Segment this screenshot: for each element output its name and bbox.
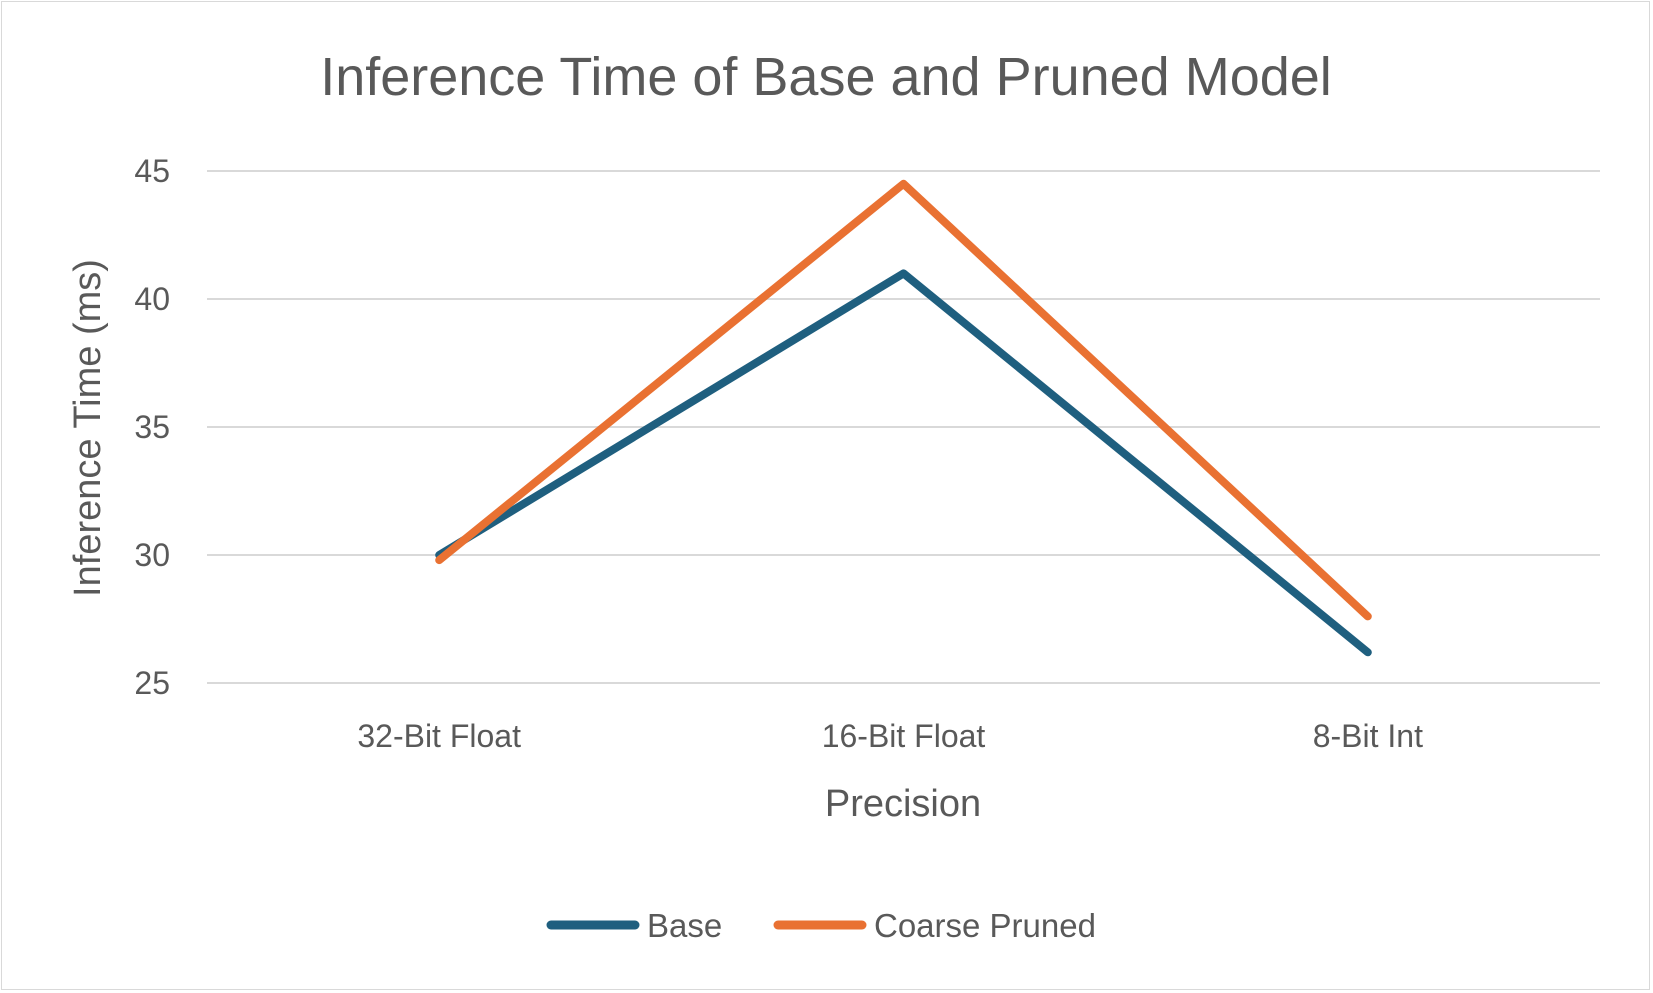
legend-label: Base	[647, 907, 722, 944]
gridlines	[207, 170, 1600, 684]
y-tick-label: 40	[134, 281, 170, 317]
series-line-coarse-pruned	[435, 179, 1372, 621]
y-tick-label: 35	[134, 409, 170, 445]
x-tick-label: 32-Bit Float	[357, 718, 521, 754]
series-lines	[435, 179, 1372, 657]
y-tick-label: 45	[134, 153, 170, 189]
y-axis-tick-labels: 25 30 35 40 45	[134, 153, 170, 701]
x-tick-label: 8-Bit Int	[1313, 718, 1423, 754]
legend-label: Coarse Pruned	[874, 907, 1096, 944]
x-tick-label: 16-Bit Float	[822, 718, 986, 754]
y-axis-title: Inference Time (ms)	[67, 259, 109, 597]
legend-item: Coarse Pruned	[773, 907, 1096, 944]
series-line-base	[435, 269, 1372, 657]
legend-item: Base	[546, 907, 722, 944]
chart-title: Inference Time of Base and Pruned Model	[320, 47, 1332, 107]
x-axis-title: Precision	[825, 783, 981, 825]
legend: Base Coarse Pruned	[546, 907, 1096, 944]
y-tick-label: 30	[134, 537, 170, 573]
x-axis-tick-labels: 32-Bit Float 16-Bit Float 8-Bit Int	[357, 718, 1423, 754]
y-tick-label: 25	[134, 665, 170, 701]
